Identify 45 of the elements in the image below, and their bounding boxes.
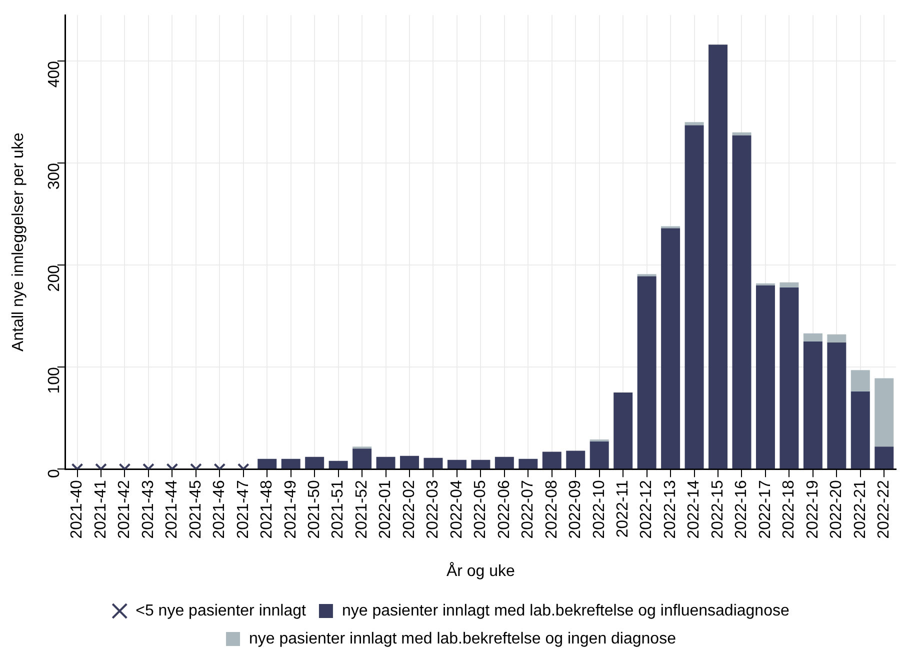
x-tick-label: 2022-09 bbox=[567, 480, 584, 539]
x-tick-label: 2022-10 bbox=[590, 480, 608, 539]
x-tick-label: 2021-44 bbox=[164, 480, 181, 539]
x-tick-label: 2022-21 bbox=[852, 480, 869, 539]
x-tick-label: 2021-48 bbox=[258, 480, 276, 539]
y-tick-label: 0 bbox=[46, 468, 63, 478]
x-tick-label: 2022-01 bbox=[377, 480, 394, 539]
x-tick-label: 2021-42 bbox=[116, 480, 134, 539]
x-tick-label: 2022-05 bbox=[472, 480, 490, 539]
x-tick-label: 2022-04 bbox=[448, 480, 466, 539]
x-tick-label: 2022-20 bbox=[828, 480, 846, 539]
y-axis-title: Antall nye innleggelser per uke bbox=[10, 132, 28, 352]
x-tick-label: 2022-03 bbox=[424, 480, 442, 539]
x-tick-label: 2021-52 bbox=[353, 480, 370, 539]
x-tick-label: 2022-22 bbox=[876, 480, 893, 539]
x-tick-label: 2021-43 bbox=[140, 480, 157, 539]
x-tick-label: 2021-51 bbox=[330, 480, 347, 539]
x-axis-title: År og uke bbox=[446, 562, 516, 580]
x-tick-label: 2022-16 bbox=[733, 480, 750, 539]
x-tick-label: 2022-06 bbox=[496, 480, 513, 539]
legend-label: <5 nye pasienter innlagt bbox=[136, 602, 307, 620]
x-tick-label: 2022-18 bbox=[780, 480, 798, 539]
y-tick-label: 400 bbox=[46, 60, 63, 88]
x-tick-label: 2022-11 bbox=[614, 480, 632, 538]
x-tick-label: 2022-12 bbox=[638, 480, 656, 539]
x-tick-label: 2021-47 bbox=[234, 480, 252, 539]
legend-label: nye pasienter innlagt med lab.bekreftelse og influensadiagnose bbox=[342, 602, 790, 620]
x-tick-label: 2021-40 bbox=[68, 480, 86, 539]
x-tick-label: 2021-50 bbox=[306, 480, 323, 539]
legend-label: nye pasienter innlagt med lab.bekreftelse og ingen diagnose bbox=[249, 630, 676, 648]
x-tick-label: 2022-07 bbox=[520, 480, 537, 539]
x-tick-label: 2022-19 bbox=[804, 480, 822, 539]
x-tick-label: 2022-15 bbox=[709, 480, 726, 539]
x-tick-label: 2022-02 bbox=[400, 480, 418, 539]
x-tick-label: 2021-41 bbox=[92, 480, 110, 539]
x-tick-label: 2022-17 bbox=[756, 480, 774, 539]
y-tick-label: 200 bbox=[46, 264, 63, 292]
x-tick-label: 2022-13 bbox=[662, 480, 679, 539]
x-tick-label: 2021-49 bbox=[282, 480, 300, 539]
y-tick-label: 100 bbox=[46, 366, 63, 394]
x-tick-label: 2021-46 bbox=[211, 480, 228, 539]
y-tick-label: 300 bbox=[46, 162, 63, 190]
x-tick-label: 2021-45 bbox=[187, 480, 204, 539]
x-tick-label: 2022-08 bbox=[543, 480, 560, 539]
x-tick-label: 2022-14 bbox=[686, 480, 703, 539]
